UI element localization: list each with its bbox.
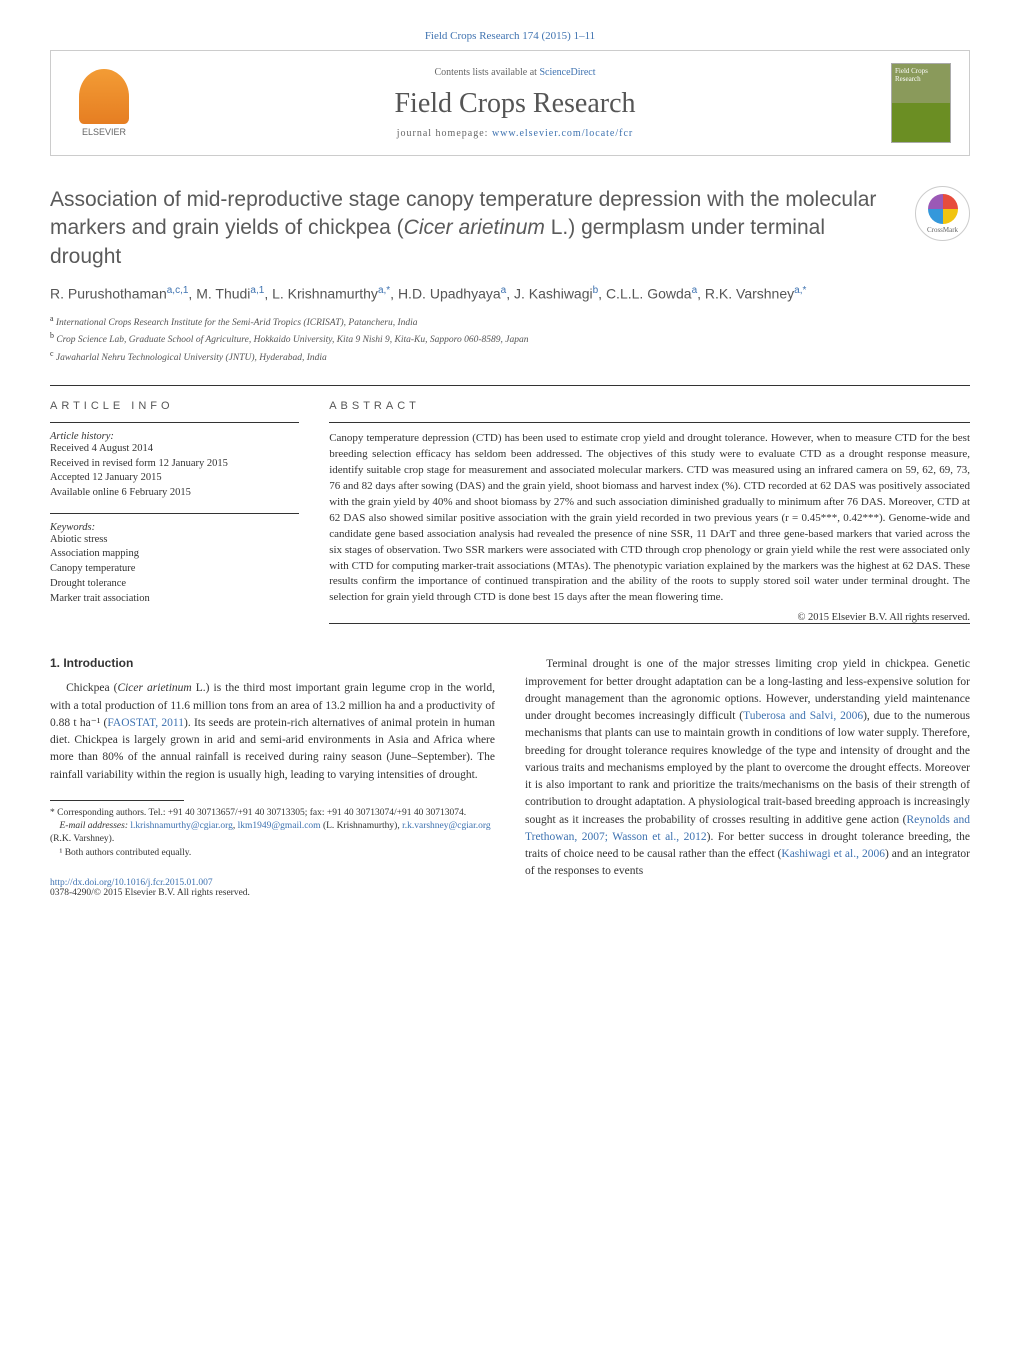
keywords-block: Keywords: Abiotic stress Association map…: [50, 513, 299, 606]
crossmark-icon: [928, 194, 958, 224]
homepage-link[interactable]: www.elsevier.com/locate/fcr: [492, 128, 633, 139]
crossmark-badge[interactable]: CrossMark: [915, 186, 970, 241]
body-columns: 1. Introduction Chickpea (Cicer arietinu…: [50, 656, 970, 898]
email-link-3[interactable]: r.k.varshney@cgiar.org: [402, 821, 491, 831]
ref-faostat-link[interactable]: FAOSTAT, 2011: [107, 717, 184, 729]
history-revised: Received in revised form 12 January 2015: [50, 457, 299, 472]
doi-section: http://dx.doi.org/10.1016/j.fcr.2015.01.…: [50, 878, 495, 898]
history-received: Received 4 August 2014: [50, 442, 299, 457]
email-link-1[interactable]: l.krishnamurthy@cgiar.org: [130, 821, 233, 831]
keyword-4: Marker trait association: [50, 592, 299, 607]
crossmark-label: CrossMark: [927, 226, 958, 234]
abstract-text: Canopy temperature depression (CTD) has …: [329, 422, 970, 606]
contents-prefix: Contents lists available at: [434, 67, 539, 78]
issn-line: 0378-4290/© 2015 Elsevier B.V. All right…: [50, 888, 495, 898]
homepage-prefix: journal homepage:: [397, 128, 492, 139]
keywords-label: Keywords:: [50, 522, 299, 533]
article-info-header: article info: [50, 400, 299, 412]
doi-link[interactable]: http://dx.doi.org/10.1016/j.fcr.2015.01.…: [50, 878, 213, 888]
history-label: Article history:: [50, 431, 299, 442]
homepage-line: journal homepage: www.elsevier.com/locat…: [139, 128, 891, 139]
article-title: Association of mid-reproductive stage ca…: [50, 186, 915, 271]
intro-paragraph-1: Chickpea (Cicer arietinum L.) is the thi…: [50, 680, 495, 784]
equal-contribution-footnote: ¹ Both authors contributed equally.: [50, 847, 495, 860]
title-section: Association of mid-reproductive stage ca…: [50, 186, 970, 271]
elsevier-logo: ELSEVIER: [69, 63, 139, 143]
email-link-2[interactable]: lkm1949@gmail.com: [238, 821, 321, 831]
sciencedirect-link[interactable]: ScienceDirect: [539, 67, 595, 78]
header-citation: Field Crops Research 174 (2015) 1–11: [50, 30, 970, 42]
journal-cover-thumbnail: Field Crops Research: [891, 63, 951, 143]
corresponding-footnote: * Corresponding authors. Tel.: +91 40 30…: [50, 807, 495, 820]
abstract-copyright: © 2015 Elsevier B.V. All rights reserved…: [329, 612, 970, 623]
keyword-2: Canopy temperature: [50, 562, 299, 577]
affiliation-a: a International Crops Research Institute…: [50, 313, 970, 330]
affiliations: a International Crops Research Institute…: [50, 313, 970, 365]
info-abstract-row: article info Article history: Received 4…: [50, 385, 970, 628]
title-text: Association of mid-reproductive stage ca…: [50, 188, 876, 268]
elsevier-tree-icon: [79, 69, 129, 124]
email-footnote: E-mail addresses: l.krishnamurthy@cgiar.…: [50, 820, 495, 847]
keyword-1: Association mapping: [50, 547, 299, 562]
intro-heading: 1. Introduction: [50, 656, 495, 670]
affiliation-c: c Jawaharlal Nehru Technological Univers…: [50, 348, 970, 365]
history-online: Available online 6 February 2015: [50, 486, 299, 501]
history-accepted: Accepted 12 January 2015: [50, 471, 299, 486]
ref-kashiwagi-link[interactable]: Kashiwagi et al., 2006: [781, 848, 885, 860]
intro-paragraph-2: Terminal drought is one of the major str…: [525, 656, 970, 880]
journal-name: Field Crops Research: [139, 88, 891, 120]
keyword-3: Drought tolerance: [50, 577, 299, 592]
journal-header-box: ELSEVIER Contents lists available at Sci…: [50, 50, 970, 156]
keyword-0: Abiotic stress: [50, 533, 299, 548]
footnotes: * Corresponding authors. Tel.: +91 40 30…: [50, 807, 495, 860]
body-col-left: 1. Introduction Chickpea (Cicer arietinu…: [50, 656, 495, 898]
article-history-block: Article history: Received 4 August 2014 …: [50, 422, 299, 501]
article-info-column: article info Article history: Received 4…: [50, 400, 299, 628]
header-center: Contents lists available at ScienceDirec…: [139, 67, 891, 139]
footnote-separator: [50, 800, 184, 801]
ref-tuberosa-link[interactable]: Tuberosa and Salvi, 2006: [743, 710, 863, 722]
authors-line: R. Purushothamana,c,1, M. Thudia,1, L. K…: [50, 283, 970, 305]
body-col-right: Terminal drought is one of the major str…: [525, 656, 970, 898]
elsevier-label: ELSEVIER: [82, 127, 126, 137]
abstract-bottom-divider: [329, 623, 970, 624]
contents-line: Contents lists available at ScienceDirec…: [139, 67, 891, 78]
abstract-column: abstract Canopy temperature depression (…: [329, 400, 970, 628]
abstract-header: abstract: [329, 400, 970, 412]
affiliation-b: b Crop Science Lab, Graduate School of A…: [50, 330, 970, 347]
